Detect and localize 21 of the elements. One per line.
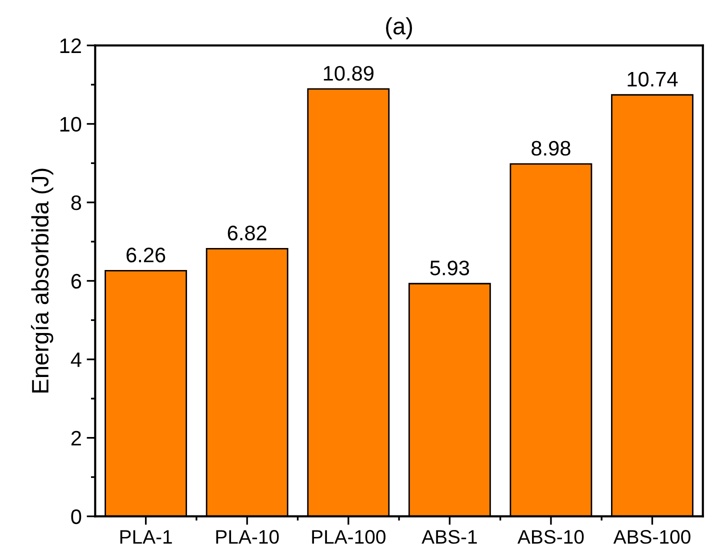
data-label: 10.74 [628,72,678,87]
data-label: 10.89 [324,66,374,81]
x-tick-label: ABS-10 [517,530,584,544]
data-label: 6.26 [126,248,166,262]
y-tick-label: 12 [60,38,81,53]
y-tick-label: 6 [71,274,82,289]
x-tick-label: ABS-1 [422,530,477,544]
data-label: 6.82 [228,226,266,240]
data-label: 5.93 [430,260,470,276]
chart-title: (a) [386,17,412,40]
x-tick-label: ABS-100 [613,530,690,544]
data-label: 8.98 [532,140,570,156]
y-tick-label: 0 [71,509,82,524]
x-tick-label: PLA-100 [312,530,386,544]
y-tick-label: 4 [70,352,82,367]
y-axis-title: Energía absorbida (J) [30,168,54,392]
y-tick-label: 10 [60,116,82,132]
y-tick-label: 8 [71,195,82,210]
x-tick-label: PLA-1 [120,530,172,544]
y-tick-label: 2 [71,430,81,446]
x-tick-label: PLA-10 [216,530,279,544]
